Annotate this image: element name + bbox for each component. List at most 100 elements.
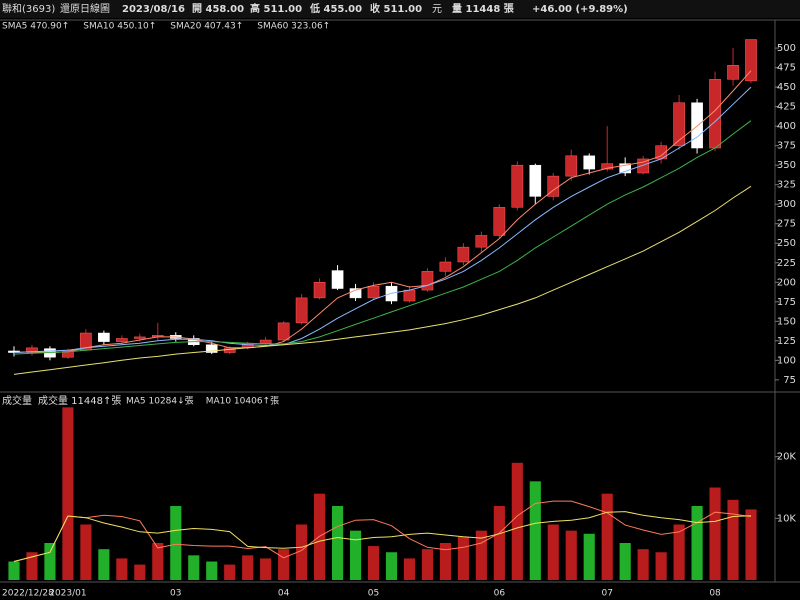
y-tick-label: 150 (777, 316, 796, 327)
candle-body (727, 65, 739, 80)
candle-body (457, 246, 470, 263)
candle-body (745, 39, 757, 82)
candle-body (475, 235, 488, 248)
candle-body (313, 282, 326, 299)
y-tick-label: 375 (777, 141, 796, 152)
volume-bar (224, 564, 236, 580)
y-tick-label: 400 (777, 121, 796, 132)
x-tick-label: 07 (601, 589, 612, 599)
candle-body (619, 163, 632, 174)
legend-entry: SMA10 450.10↑ (83, 22, 156, 32)
ma-line (13, 120, 752, 355)
volume-bar (260, 558, 272, 580)
volume-bar (619, 543, 631, 580)
volume-bar (331, 506, 344, 580)
volume-bar (529, 481, 541, 580)
candle-body (691, 102, 703, 149)
y-tick-label: 225 (777, 258, 796, 269)
x-tick-label: 04 (278, 589, 290, 599)
low: 低 455.00 (309, 2, 362, 15)
candle-body (493, 207, 506, 236)
close: 收 511.00 (370, 2, 422, 15)
volume-bar (655, 552, 667, 580)
y-tick-label: 350 (777, 160, 796, 171)
volume-bar (601, 493, 613, 580)
candle-body (403, 289, 416, 302)
candle-body (133, 336, 146, 339)
volume-bar (170, 506, 182, 580)
volume-bar (565, 530, 577, 580)
volume-bar (134, 564, 146, 580)
change: +46.00 (+9.89%) (532, 4, 628, 15)
ma-line (13, 511, 752, 562)
y-tick-label: 250 (777, 238, 796, 249)
y-tick-label: 10K (777, 513, 797, 524)
y-tick-label: 100 (777, 355, 796, 366)
y-tick-label: 500 (777, 43, 796, 54)
x-tick-label: 2023/01 (49, 589, 86, 599)
candle-body (277, 322, 290, 341)
ma-line (13, 70, 752, 354)
y-tick-label: 300 (777, 199, 796, 210)
candle-body (511, 164, 524, 208)
volume-bar (637, 549, 649, 580)
x-tick-label: 05 (368, 589, 379, 599)
volume-bar (745, 509, 757, 580)
ma-line (13, 500, 752, 562)
volume-bar (691, 506, 703, 580)
x-tick-label: 03 (170, 589, 181, 599)
volume-bar (80, 524, 92, 580)
volume-bar (673, 524, 685, 580)
candle-body (205, 344, 218, 353)
volume-bar (421, 549, 434, 580)
y-tick-label: 325 (777, 180, 796, 191)
candle-body (637, 158, 649, 174)
chart-mode: 還原日線圖 (60, 2, 110, 15)
volume-bar (26, 552, 38, 580)
volume-bar (188, 555, 200, 580)
unit: 元 (432, 4, 442, 15)
volume-bar (511, 462, 523, 580)
volume-bar (98, 549, 110, 580)
candle-body (26, 347, 38, 353)
candle-body (8, 350, 20, 353)
volume-title: 成交量 (2, 394, 32, 407)
x-tick-label: 06 (494, 589, 506, 599)
candle-body (331, 270, 344, 289)
volume-bar (475, 530, 487, 580)
volume-bar (116, 558, 128, 580)
volume-bar (152, 543, 164, 580)
header-bar (0, 0, 800, 18)
y-tick-label: 200 (777, 277, 796, 288)
candle-body (529, 164, 542, 197)
candle-body (259, 339, 272, 344)
legend-entry: MA10 10406↑張 (206, 396, 279, 407)
volume-bar (8, 561, 20, 580)
volume-bar (385, 552, 398, 580)
candle-body (116, 338, 128, 342)
y-tick-label: 175 (777, 297, 796, 308)
volume-bar (583, 533, 595, 580)
y-tick-label: 450 (777, 82, 796, 93)
candle-body (601, 163, 614, 170)
date: 2023/08/16 (122, 4, 185, 15)
y-tick-label: 125 (777, 336, 796, 347)
candle-body (367, 285, 380, 299)
ma-line (13, 86, 752, 353)
legend-entry: SMA5 470.90↑ (2, 22, 69, 32)
candle-body (673, 102, 685, 146)
volume-bar (349, 530, 362, 580)
volume-bar (367, 546, 380, 580)
volume-bar (206, 561, 218, 580)
volume-bar (439, 543, 451, 580)
volume-bar (62, 407, 74, 580)
x-tick-label: 2022/12/28 (2, 589, 54, 599)
volume-bar (547, 524, 559, 580)
candle-body (295, 297, 308, 324)
candle-body (98, 332, 110, 342)
y-tick-label: 20K (777, 452, 797, 463)
y-tick-label: 475 (777, 63, 796, 74)
stock-name: 聯和(3693) (2, 3, 55, 15)
